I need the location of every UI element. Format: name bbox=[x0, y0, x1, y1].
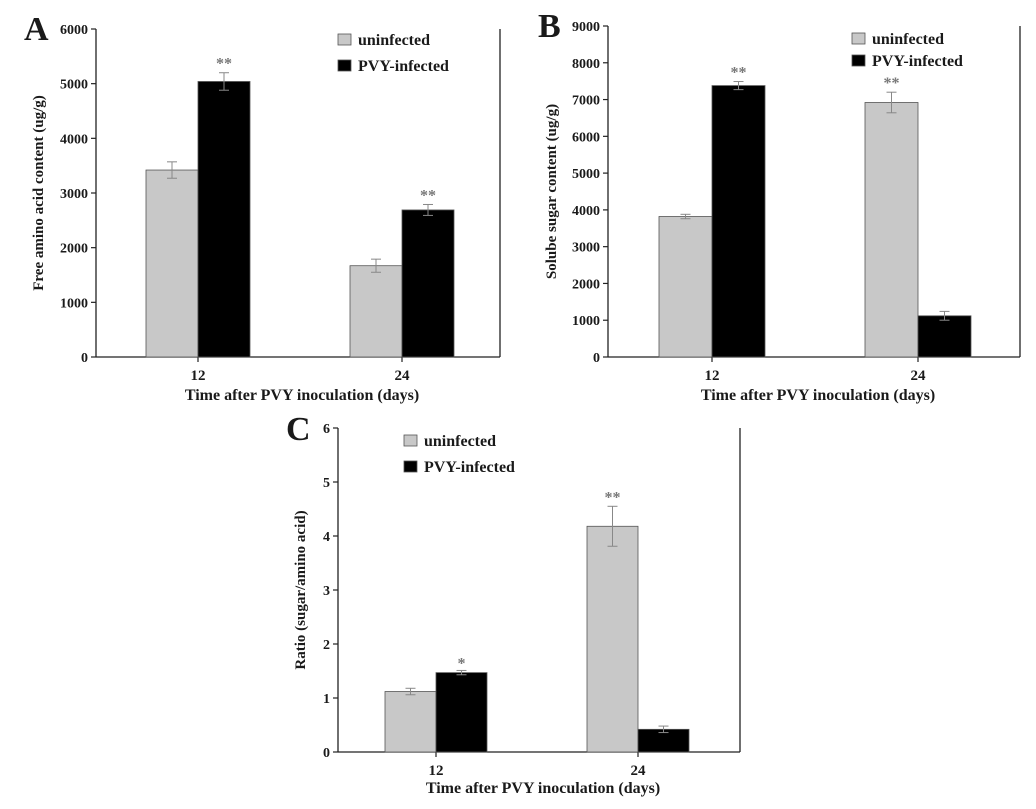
legend-label-pvy-infected: PVY-infected bbox=[358, 58, 449, 75]
panel-letter: B bbox=[538, 8, 561, 45]
y-tick-label: 4000 bbox=[60, 132, 88, 147]
legend-swatch-pvy-infected bbox=[337, 59, 352, 72]
y-tick-label: 2000 bbox=[572, 277, 600, 292]
y-tick-label: 2 bbox=[323, 638, 330, 653]
y-axis-title: Ratio (sugar/amino acid) bbox=[293, 510, 309, 669]
x-tick-label: 12 bbox=[429, 763, 444, 779]
x-tick-label: 12 bbox=[191, 368, 206, 384]
significance-mark: ** bbox=[216, 56, 232, 73]
y-tick-label: 5000 bbox=[572, 167, 600, 182]
legend-label-pvy-infected: PVY-infected bbox=[424, 459, 515, 476]
y-tick-label: 6000 bbox=[572, 130, 600, 145]
y-axis-title: Free amino acid content (ug/g) bbox=[31, 95, 47, 291]
panel-a: A 0 1000 2000 3000 4000 5000 6000 12 24 ** ** Free a… bbox=[24, 11, 501, 404]
significance-mark: * bbox=[458, 655, 466, 672]
y-tick-label: 8000 bbox=[572, 57, 600, 72]
legend-label-uninfected: uninfected bbox=[872, 31, 944, 48]
x-tick-label: 24 bbox=[911, 368, 927, 384]
y-tick-label: 0 bbox=[593, 351, 600, 366]
y-tick-label: 5 bbox=[323, 476, 330, 491]
x-axis-title: Time after PVY inoculation (days) bbox=[426, 780, 660, 797]
bar-uninfected-12 bbox=[145, 169, 199, 358]
x-axis-title: Time after PVY inoculation (days) bbox=[701, 387, 935, 404]
bar-uninfected-24 bbox=[864, 102, 919, 358]
x-tick-label: 24 bbox=[395, 368, 411, 384]
y-tick-label: 9000 bbox=[572, 20, 600, 35]
bar-uninfected-12 bbox=[658, 216, 713, 358]
bar-uninfected-12 bbox=[384, 691, 437, 753]
legend-swatch-uninfected bbox=[403, 434, 418, 447]
y-tick-label: 7000 bbox=[572, 94, 600, 109]
y-tick-label: 4 bbox=[323, 530, 330, 545]
legend-swatch-pvy-infected bbox=[851, 54, 866, 67]
legend-label-uninfected: uninfected bbox=[358, 32, 430, 49]
bar-pvy-infected-12 bbox=[711, 85, 766, 358]
y-tick-label: 3000 bbox=[60, 187, 88, 202]
panel-letter: A bbox=[24, 11, 49, 48]
y-tick-label: 5000 bbox=[60, 78, 88, 93]
y-tick-label: 4000 bbox=[572, 204, 600, 219]
y-tick-label: 6 bbox=[323, 422, 330, 437]
y-tick-label: 1 bbox=[323, 692, 330, 707]
bar-uninfected-24 bbox=[349, 265, 403, 358]
significance-mark: ** bbox=[605, 489, 621, 506]
y-axis-title: Solube sugar content (ug/g) bbox=[544, 104, 560, 279]
y-tick-label: 0 bbox=[323, 746, 330, 761]
legend-swatch-pvy-infected bbox=[403, 460, 418, 473]
y-tick-label: 3000 bbox=[572, 241, 600, 256]
y-tick-label: 3 bbox=[323, 584, 330, 599]
y-tick-label: 6000 bbox=[60, 23, 88, 38]
significance-mark: ** bbox=[731, 65, 747, 82]
x-tick-label: 12 bbox=[705, 368, 720, 384]
bar-pvy-infected-24 bbox=[401, 209, 455, 358]
x-axis-title: Time after PVY inoculation (days) bbox=[185, 387, 419, 404]
bar-pvy-infected-12 bbox=[197, 81, 251, 358]
panel-b: B 0 1000 2000 3000 4000 5000 6000 7000 8000 9000 12… bbox=[538, 8, 1021, 404]
panel-letter: C bbox=[286, 411, 311, 448]
bar-pvy-infected-24 bbox=[917, 315, 972, 358]
y-tick-label: 0 bbox=[81, 351, 88, 366]
x-tick-label: 24 bbox=[631, 763, 647, 779]
significance-mark: ** bbox=[420, 187, 436, 204]
legend-swatch-uninfected bbox=[851, 32, 866, 45]
y-tick-label: 2000 bbox=[60, 242, 88, 257]
y-tick-label: 1000 bbox=[60, 296, 88, 311]
y-tick-label: 1000 bbox=[572, 314, 600, 329]
legend-label-pvy-infected: PVY-infected bbox=[872, 53, 963, 70]
bar-uninfected-24 bbox=[586, 525, 639, 753]
legend-label-uninfected: uninfected bbox=[424, 433, 496, 450]
legend-swatch-uninfected bbox=[337, 33, 352, 46]
significance-mark: ** bbox=[884, 75, 900, 92]
bar-pvy-infected-12 bbox=[435, 672, 488, 753]
